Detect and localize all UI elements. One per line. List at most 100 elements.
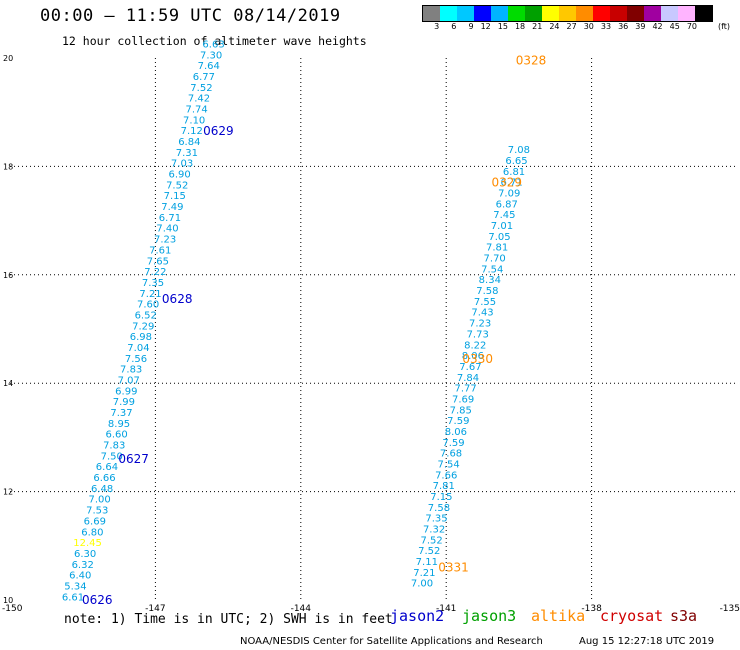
legend-jason2: jason2 [390,607,445,625]
wave-height-value: 7.42 [188,94,210,105]
wave-height-value: 7.70 [484,254,506,265]
wave-height-value: 7.35 [142,278,164,289]
wave-height-value: 7.49 [161,202,183,213]
wave-height-value: 7.52 [418,546,440,557]
x-tick-label: -138 [581,604,602,614]
wave-height-value: 6.40 [69,571,91,582]
y-tick-label: 20 [3,54,13,63]
wave-height-value: 6.87 [496,199,518,210]
color-scale-swatch [440,6,457,21]
pass-number-label: 0330 [462,352,493,366]
wave-height-value: 7.65 [147,256,169,267]
wave-height-value: 6.65 [505,156,527,167]
wave-height-value: 7.31 [176,148,198,159]
wave-height-value: 5.34 [64,581,86,592]
wave-height-value: 7.37 [110,408,132,419]
wave-height-value: 12.45 [73,538,102,549]
x-tick-label: -150 [2,604,23,614]
wave-height-value: 7.56 [125,354,147,365]
wave-height-value: 8.22 [464,340,486,351]
wave-height-value: 6.64 [96,462,118,473]
wave-height-value: 7.99 [113,397,135,408]
color-scale-label: 45 [669,22,680,31]
wave-height-value: 7.73 [467,329,489,340]
wave-height-value: 6.52 [135,310,157,321]
wave-height-value: 7.04 [127,343,149,354]
y-tick-label: 18 [3,162,13,171]
wave-height-value: 7.60 [137,300,159,311]
color-scale-swatch [610,6,627,21]
pass-number-label: 0626 [82,593,113,607]
legend-altika: altika [531,607,586,625]
color-scale-label: 3 [434,22,440,31]
credit-line: NOAA/NESDIS Center for Satellite Applica… [240,636,543,647]
wave-height-value: 6.30 [74,549,96,560]
wave-height-value: 8.95 [108,419,130,430]
wave-height-value: 7.66 [435,470,457,481]
wave-height-value: 7.09 [498,189,520,200]
wave-height-value: 7.55 [474,297,496,308]
footer-note: note: 1) Time is in UTC; 2) SWH is in fe… [64,612,393,627]
wave-height-value: 7.52 [166,180,188,191]
wave-height-value: 6.84 [178,137,200,148]
pass-number-label: 0328 [516,54,547,68]
color-scale-swatch [627,6,644,21]
pass-number-label: 0331 [438,560,469,574]
wave-height-value: 8.34 [479,275,501,286]
color-scale-label: 18 [514,22,526,31]
wave-height-value: 7.11 [416,557,438,568]
wave-height-value: 7.67 [459,362,481,373]
wave-height-value: 6.69 [84,516,106,527]
wave-height-value: 6.98 [130,332,152,343]
wave-height-value: 7.83 [120,365,142,376]
color-scale-swatch [423,6,440,21]
wave-height-value: 7.69 [452,394,474,405]
legend-jason3: jason3 [462,607,517,625]
wave-height-value: 7.83 [103,441,125,452]
wave-height-value: 7.43 [471,308,493,319]
legend-cryosat: cryosat [600,607,664,625]
wave-height-value: 7.54 [481,264,503,275]
wave-height-value: 7.74 [185,104,207,115]
color-scale-swatch [474,6,491,21]
color-scale-label: 39 [635,22,646,31]
wave-height-value: 7.29 [132,321,154,332]
color-scale-swatch [661,6,678,21]
color-scale-label: 30 [583,22,594,31]
wave-height-value: 7.22 [144,267,166,278]
color-scale-label: 27 [566,22,577,31]
color-scale-label: 15 [497,22,508,31]
wave-height-value: 7.64 [198,61,220,72]
pass-number-label: 0629 [203,124,234,138]
wave-height-value: 7.59 [447,416,469,427]
y-tick-label: 14 [3,379,13,388]
color-scale-swatch [457,6,474,21]
color-scale-swatch [559,6,576,21]
wave-height-value: 6.32 [72,560,94,571]
color-scale-swatch [644,6,661,21]
wave-height-value: 8.06 [445,427,467,438]
color-scale-swatch [525,6,542,21]
wave-height-value: 7.00 [89,495,111,506]
color-scale-swatch [508,6,525,21]
x-tick-label: -147 [145,604,165,614]
generation-timestamp: Aug 15 12:27:18 UTC 2019 [579,636,715,647]
wave-height-value: 7.45 [493,210,515,221]
color-scale-label: 33 [600,22,612,31]
page-subtitle: 12 hour collection of altimeter wave hei… [62,34,367,48]
color-scale-swatch [576,6,593,21]
wave-height-value: 7.59 [442,438,464,449]
color-scale-label: 24 [549,22,560,31]
wave-height-value: 6.61 [62,592,84,603]
wave-height-value: 7.61 [149,245,171,256]
wave-height-value: 7.81 [433,481,455,492]
wave-height-value: 7.53 [86,506,108,517]
color-scale-label: 12 [480,22,491,31]
wave-height-value: 7.58 [476,286,498,297]
color-scale-swatch [542,6,559,21]
wave-height-value: 8.06 [462,351,484,362]
wave-height-value: 7.32 [423,525,445,536]
wave-height-value: 7.81 [486,243,508,254]
wave-height-value: 6.60 [105,430,127,441]
